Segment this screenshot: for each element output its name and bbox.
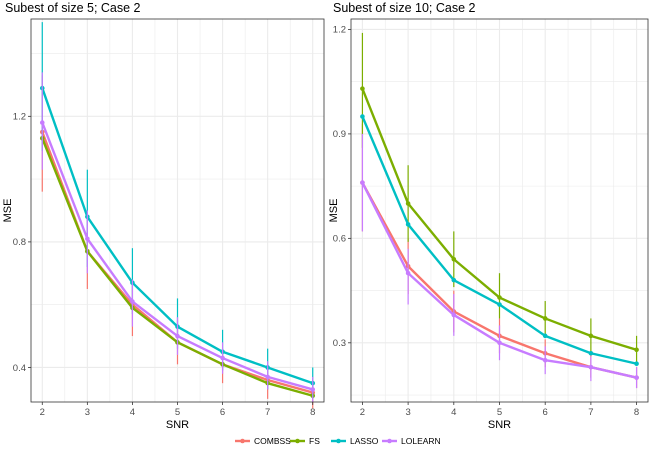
y-axis-label: MSE: [2, 199, 14, 223]
x-axis-label: SNR: [166, 419, 189, 431]
x-tick-label: 8: [310, 407, 315, 418]
legend-label: COMBSS: [254, 436, 291, 446]
data-point: [39, 120, 45, 125]
y-tick-label: 0.4: [13, 363, 26, 374]
data-point: [634, 375, 639, 380]
x-tick-label: 5: [175, 407, 180, 418]
legend-key-point: [336, 438, 341, 444]
data-point: [542, 333, 548, 339]
data-point: [360, 86, 365, 91]
x-tick-label: 6: [220, 407, 225, 418]
legend-item-lasso: LASSO: [331, 436, 379, 446]
data-point: [451, 256, 457, 262]
y-tick-label: 0.3: [333, 338, 346, 349]
x-axis-label: SNR: [488, 419, 511, 431]
data-point: [451, 277, 457, 283]
left-chart-panel: Subest of size 5; Case 2 0.4 0.8 1.2 2 3 4 5 6 7 8…: [2, 1, 325, 431]
x-tick-label: 4: [130, 407, 135, 418]
data-point: [588, 333, 594, 339]
data-point: [497, 295, 502, 300]
chart-title: Subest of size 10; Case 2: [333, 1, 475, 15]
legend-label: FS: [309, 436, 320, 446]
y-tick-label: 0.6: [333, 234, 346, 245]
series-fs: [360, 32, 639, 364]
data-point: [85, 236, 90, 242]
y-tick-label: 0.9: [333, 129, 346, 140]
data-point: [588, 350, 594, 356]
data-point: [588, 364, 594, 370]
legend: COMBSS FS LASSO LOLEARN: [235, 436, 441, 446]
legend-key-point: [387, 438, 392, 444]
chart-title: Subest of size 5; Case 2: [5, 1, 141, 15]
data-point: [405, 270, 411, 276]
data-point: [175, 333, 180, 339]
series-lolearn: [360, 133, 639, 389]
x-tick-label: 2: [40, 407, 45, 418]
data-point: [634, 361, 639, 367]
x-tick-label: 3: [85, 407, 90, 418]
data-point: [634, 347, 639, 353]
y-tick-label: 0.8: [13, 237, 26, 248]
series-lolearn: [39, 72, 316, 402]
legend-key-point: [240, 438, 245, 444]
x-tick-label: 7: [588, 407, 593, 418]
legend-item-lolearn: LOLEARN: [382, 436, 441, 446]
x-tick-label: 4: [451, 407, 456, 418]
legend-item-combss: COMBSS: [235, 436, 291, 446]
data-point: [130, 299, 135, 304]
y-axis-label: MSE: [328, 199, 340, 223]
data-point: [360, 114, 365, 119]
legend-label: LOLEARN: [401, 436, 441, 446]
data-point: [310, 387, 316, 392]
series-lasso: [360, 114, 639, 367]
x-tick-label: 3: [405, 407, 410, 418]
y-tick-label: 1.2: [333, 25, 346, 36]
right-chart-panel: Subest of size 10; Case 2 0.3 0.6 0.9 1.2 2 3 4…: [328, 1, 649, 431]
legend-label: LASSO: [350, 436, 379, 446]
legend-item-fs: FS: [290, 436, 320, 446]
x-tick-label: 2: [360, 407, 365, 418]
data-point: [497, 340, 502, 346]
data-point: [405, 201, 411, 206]
legend-key-point: [295, 438, 300, 444]
data-point: [497, 302, 502, 307]
data-point: [265, 374, 270, 380]
data-point: [542, 357, 548, 363]
data-point: [451, 312, 457, 318]
data-point: [220, 355, 225, 361]
x-tick-label: 7: [265, 407, 270, 418]
data-point: [360, 180, 365, 185]
x-tick-label: 5: [497, 407, 502, 418]
x-tick-label: 6: [543, 407, 548, 418]
x-tick-label: 8: [634, 407, 639, 418]
data-point: [542, 316, 548, 321]
y-tick-label: 1.2: [13, 112, 26, 123]
data-point: [405, 222, 411, 227]
